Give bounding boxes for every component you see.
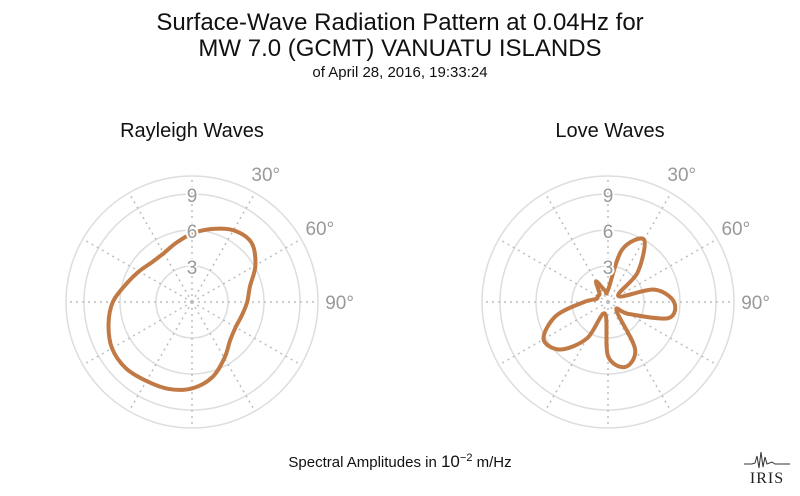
rayleigh-polar-plot: 3 6 9 30° 60° 90° bbox=[65, 165, 354, 429]
angle-tick-label: 30° bbox=[667, 165, 696, 186]
title-line-1: Surface-Wave Radiation Pattern at 0.04Hz… bbox=[156, 9, 644, 36]
caption-base: 10 bbox=[440, 452, 460, 471]
caption-suffix: m/Hz bbox=[472, 454, 512, 471]
outer-grid-circle bbox=[481, 175, 735, 429]
figure-title: Surface-Wave Radiation Pattern at 0.04Hz… bbox=[0, 10, 800, 82]
love-panel-title: Love Waves bbox=[555, 120, 665, 142]
radial-tick-label: 9 bbox=[187, 186, 198, 207]
radiation-pattern-line bbox=[541, 236, 678, 370]
rayleigh-panel-title: Rayleigh Waves bbox=[120, 120, 264, 142]
iris-logo: IRIS bbox=[742, 448, 792, 488]
radial-tick-label: 6 bbox=[187, 222, 198, 243]
title-line-3: of April 28, 2016, 19:33:24 bbox=[312, 64, 488, 81]
angle-tick-label: 60° bbox=[721, 219, 750, 240]
radial-tick-label: 9 bbox=[603, 186, 614, 207]
radiation-pattern-line bbox=[106, 226, 258, 392]
radial-tick-label: 3 bbox=[187, 258, 198, 279]
angle-tick-label: 60° bbox=[305, 219, 334, 240]
angle-tick-label: 30° bbox=[251, 165, 280, 186]
caption-exponent: −2 bbox=[459, 452, 473, 464]
outer-grid-circle bbox=[65, 175, 319, 429]
caption-prefix: Spectral Amplitudes in bbox=[288, 454, 441, 471]
angle-tick-label: 90° bbox=[325, 293, 354, 314]
radial-tick-label: 6 bbox=[603, 222, 614, 243]
angle-tick-label: 90° bbox=[741, 293, 770, 314]
seismogram-icon bbox=[744, 451, 790, 469]
title-line-2: MW 7.0 (GCMT) VANUATU ISLANDS bbox=[198, 35, 602, 62]
logo-text: IRIS bbox=[749, 470, 785, 487]
love-polar-plot: 3 6 9 30° 60° 90° bbox=[481, 165, 770, 429]
amplitude-units-caption: Spectral Amplitudes in 10−2 m/Hz bbox=[0, 452, 800, 472]
radial-tick-label: 3 bbox=[603, 258, 614, 279]
